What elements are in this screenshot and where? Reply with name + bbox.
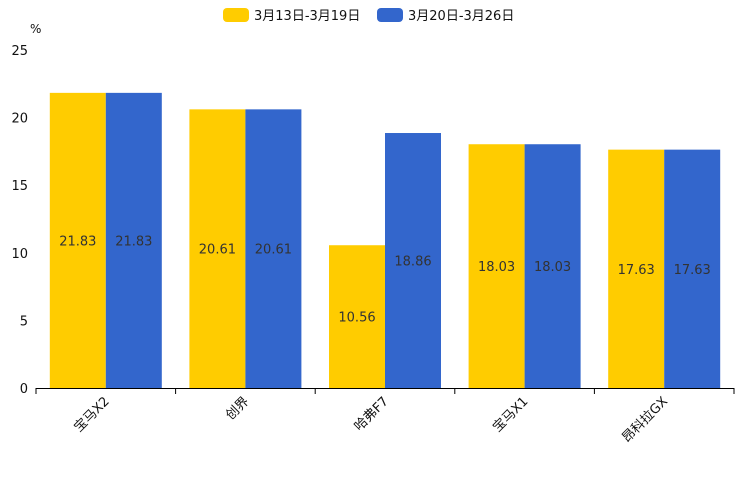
legend-swatch-1 bbox=[223, 8, 249, 22]
y-axis: 0 5 10 15 20 25 bbox=[11, 44, 28, 397]
y-tick-label-0: 0 bbox=[20, 382, 28, 397]
bar-2-2 bbox=[245, 109, 302, 389]
x-axis: 宝马X2 创界 哈弗F7 宝马X1 昂科拉GX bbox=[35, 388, 735, 446]
y-tick-label-5: 25 bbox=[11, 44, 28, 59]
bar-2-1 bbox=[105, 92, 162, 388]
bar-1-5 bbox=[608, 149, 665, 388]
legend-label-1: 3月13日-3月19日 bbox=[254, 9, 360, 24]
legend-label-2: 3月20日-3月26日 bbox=[408, 9, 514, 24]
data-label-2-2: 20.61 bbox=[255, 243, 292, 258]
x-tick-label-3: 哈弗F7 bbox=[352, 394, 392, 434]
data-labels: 21.83 21.83 20.61 20.61 10.56 18.86 18.03 18.03… bbox=[59, 234, 711, 325]
data-label-2-1: 21.83 bbox=[115, 234, 152, 249]
data-label-2-5: 17.63 bbox=[674, 263, 711, 278]
data-label-2-3: 18.86 bbox=[394, 255, 431, 270]
x-tick-label-1: 宝马X2 bbox=[71, 394, 112, 435]
data-label-1-1: 21.83 bbox=[59, 234, 96, 249]
data-label-2-4: 18.03 bbox=[534, 260, 571, 275]
legend-swatch-2 bbox=[377, 8, 403, 22]
bar-1-4 bbox=[468, 144, 525, 388]
y-axis-unit-label: % bbox=[30, 22, 41, 36]
bar-2-3 bbox=[385, 133, 441, 388]
data-label-1-4: 18.03 bbox=[478, 260, 515, 275]
x-tick-label-5: 昂科拉GX bbox=[619, 394, 671, 446]
bar-1-3 bbox=[329, 245, 385, 388]
y-tick-label-2: 10 bbox=[11, 247, 28, 262]
x-tick-label-4: 宝马X1 bbox=[490, 394, 531, 435]
y-tick-label-1: 5 bbox=[20, 314, 28, 329]
y-tick-label-4: 20 bbox=[11, 112, 28, 127]
bar-1-1 bbox=[49, 92, 106, 388]
bar-2-5 bbox=[664, 149, 721, 388]
data-label-1-5: 17.63 bbox=[618, 263, 655, 278]
data-label-1-2: 20.61 bbox=[199, 243, 236, 258]
bar-2-4 bbox=[524, 144, 581, 388]
y-tick-label-3: 15 bbox=[11, 179, 28, 194]
data-label-1-3: 10.56 bbox=[338, 311, 375, 326]
x-tick-label-2: 创界 bbox=[223, 394, 252, 423]
legend: 3月13日-3月19日 3月20日-3月26日 bbox=[223, 8, 514, 24]
bar-series bbox=[49, 92, 721, 389]
bar-1-2 bbox=[189, 109, 246, 389]
